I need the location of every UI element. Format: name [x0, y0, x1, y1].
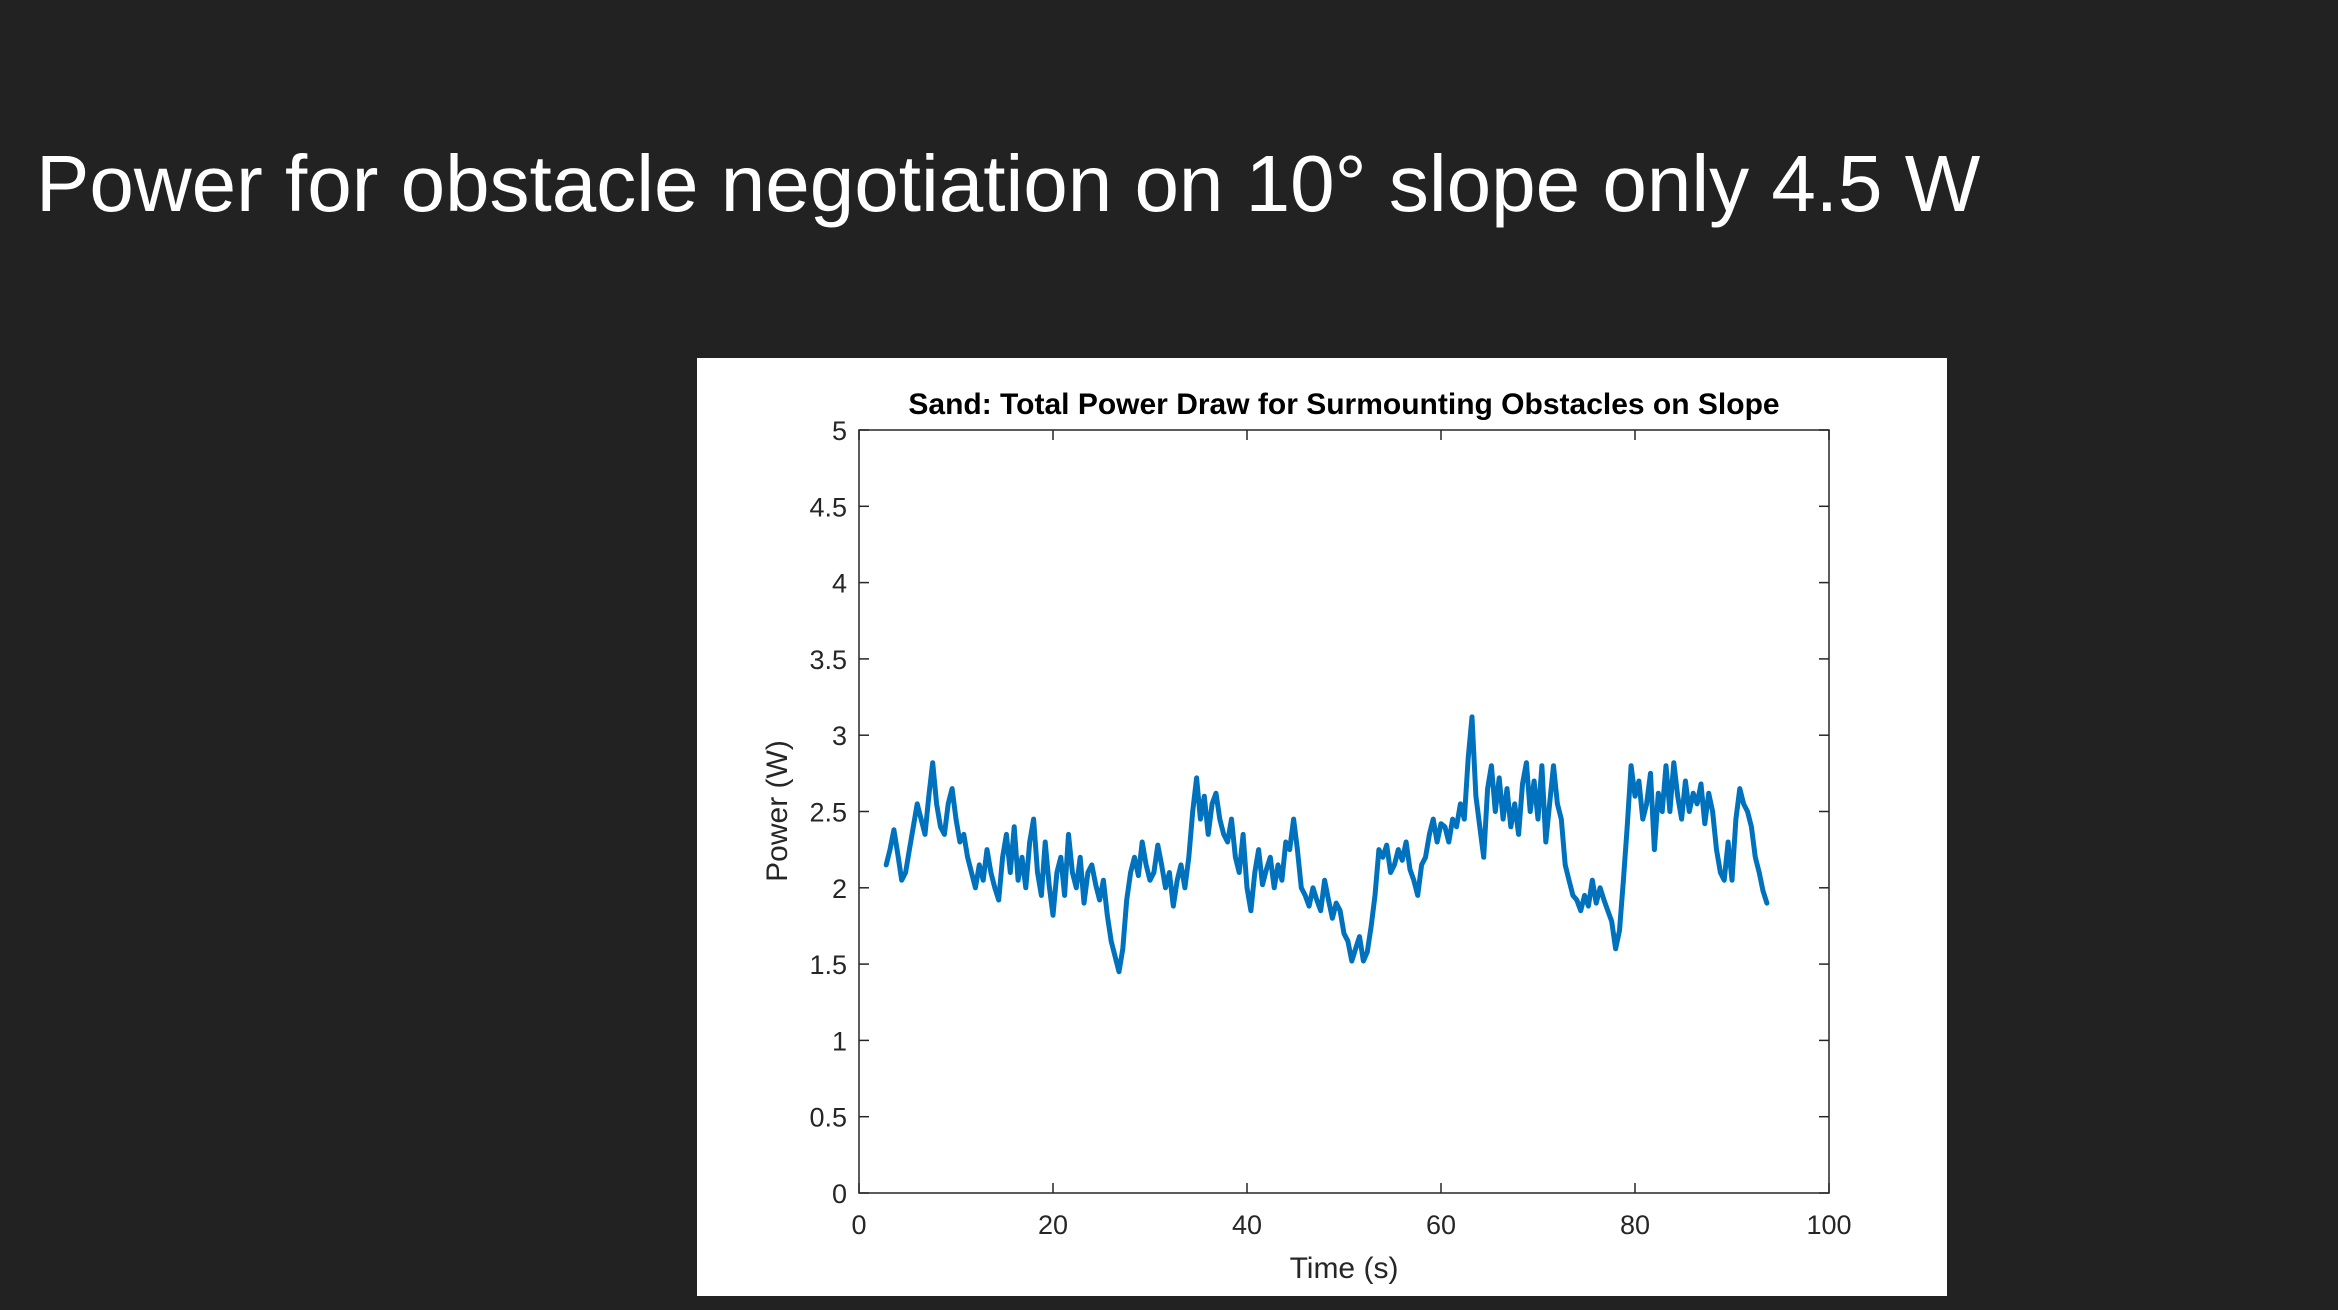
y-tick-label: 0: [832, 1179, 847, 1209]
power-chart: Sand: Total Power Draw for Surmounting O…: [761, 388, 1852, 1285]
y-tick-label: 1.5: [809, 950, 847, 980]
chart-title: Sand: Total Power Draw for Surmounting O…: [908, 388, 1779, 421]
x-tick-label: 80: [1620, 1210, 1650, 1240]
x-tick-label: 20: [1038, 1210, 1068, 1240]
y-tick-label: 1: [832, 1026, 847, 1056]
y-axis-tick-labels: 0 0.5 1 1.5 2 2.5 3 3.5 4 4.5 5: [809, 416, 847, 1209]
axis-ticks: [858, 429, 1830, 1194]
y-tick-label: 4.5: [809, 492, 847, 522]
x-axis-tick-labels: 0 20 40 60 80 100: [851, 1210, 1851, 1240]
x-tick-label: 60: [1426, 1210, 1456, 1240]
plot-area-box: [858, 429, 1830, 1194]
y-tick-label: 2: [832, 874, 847, 904]
y-tick-label: 0.5: [809, 1103, 847, 1133]
series-line-total-power: [883, 714, 1770, 975]
y-tick-label: 5: [832, 416, 847, 446]
y-tick-label: 3: [832, 721, 847, 751]
y-axis-label: Power (W): [761, 740, 794, 882]
x-tick-label: 0: [851, 1210, 866, 1240]
x-axis-label: Time (s): [1290, 1252, 1399, 1285]
y-tick-label: 4: [832, 569, 847, 599]
y-tick-label: 3.5: [809, 645, 847, 675]
x-tick-label: 100: [1806, 1210, 1851, 1240]
y-tick-label: 2.5: [809, 798, 847, 828]
x-tick-label: 40: [1232, 1210, 1262, 1240]
slide-title: Power for obstacle negotiation on 10° sl…: [36, 139, 1981, 228]
chart-figure: Sand: Total Power Draw for Surmounting O…: [697, 358, 1947, 1296]
